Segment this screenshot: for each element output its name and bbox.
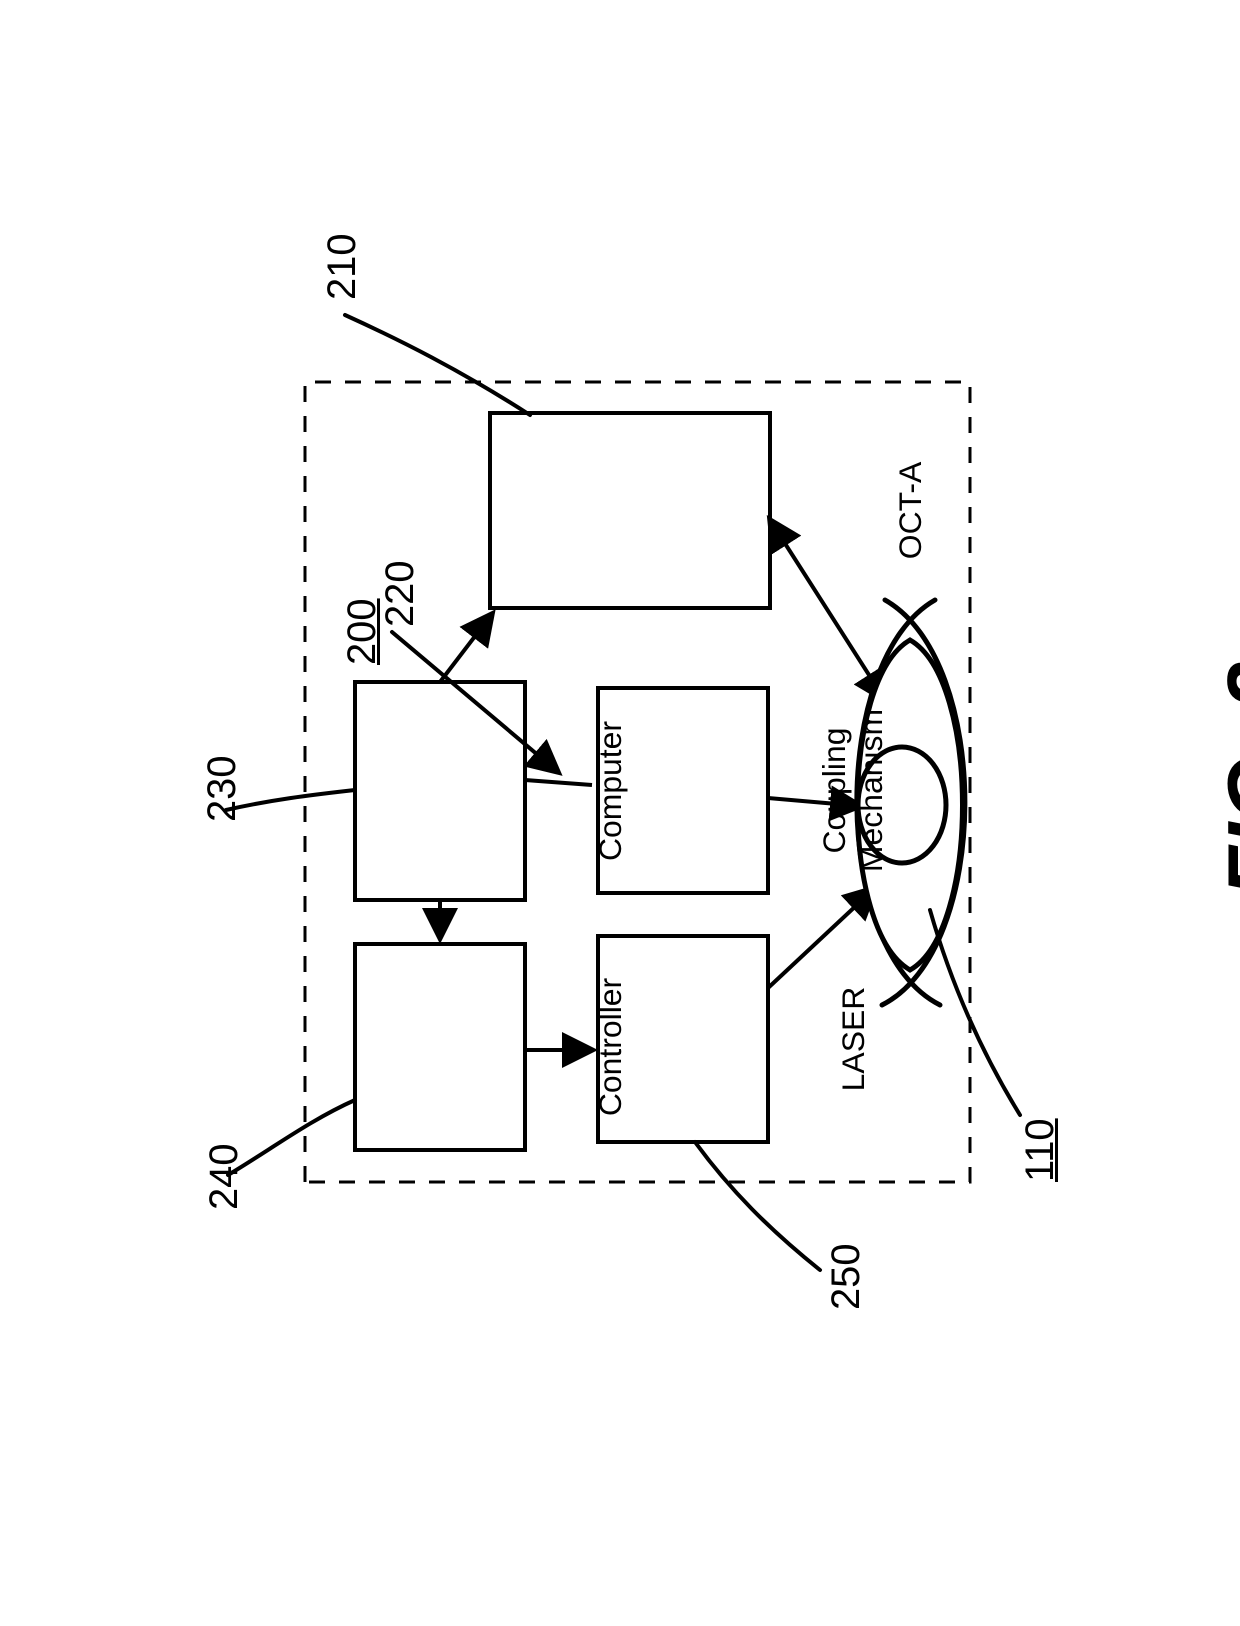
node-controller [355, 944, 525, 1150]
figure-label: FIG. 2 [1210, 580, 1240, 980]
callout-240: 240 [202, 1143, 247, 1210]
callout-220: 220 [378, 560, 423, 627]
node-computer [355, 682, 525, 900]
edge-computer-octa [440, 614, 492, 682]
node-coupling-label: CouplingMechanism [768, 688, 938, 893]
node-laser-label: LASER [768, 936, 938, 1142]
callout-250: 250 [824, 1243, 869, 1310]
node-octa-label: OCT-A [770, 413, 1050, 608]
leader-250 [695, 1142, 820, 1270]
callout-230: 230 [200, 755, 245, 822]
node-controller-label: Controller [525, 944, 695, 1150]
node-octa [490, 413, 770, 608]
leader-210 [345, 315, 530, 415]
leader-240 [228, 1100, 355, 1175]
leader-110 [930, 910, 1020, 1115]
callout-110: 110 [1018, 1118, 1063, 1182]
leader-230 [226, 790, 355, 810]
node-computer-label: Computer [525, 682, 695, 900]
callout-210: 210 [320, 233, 365, 300]
